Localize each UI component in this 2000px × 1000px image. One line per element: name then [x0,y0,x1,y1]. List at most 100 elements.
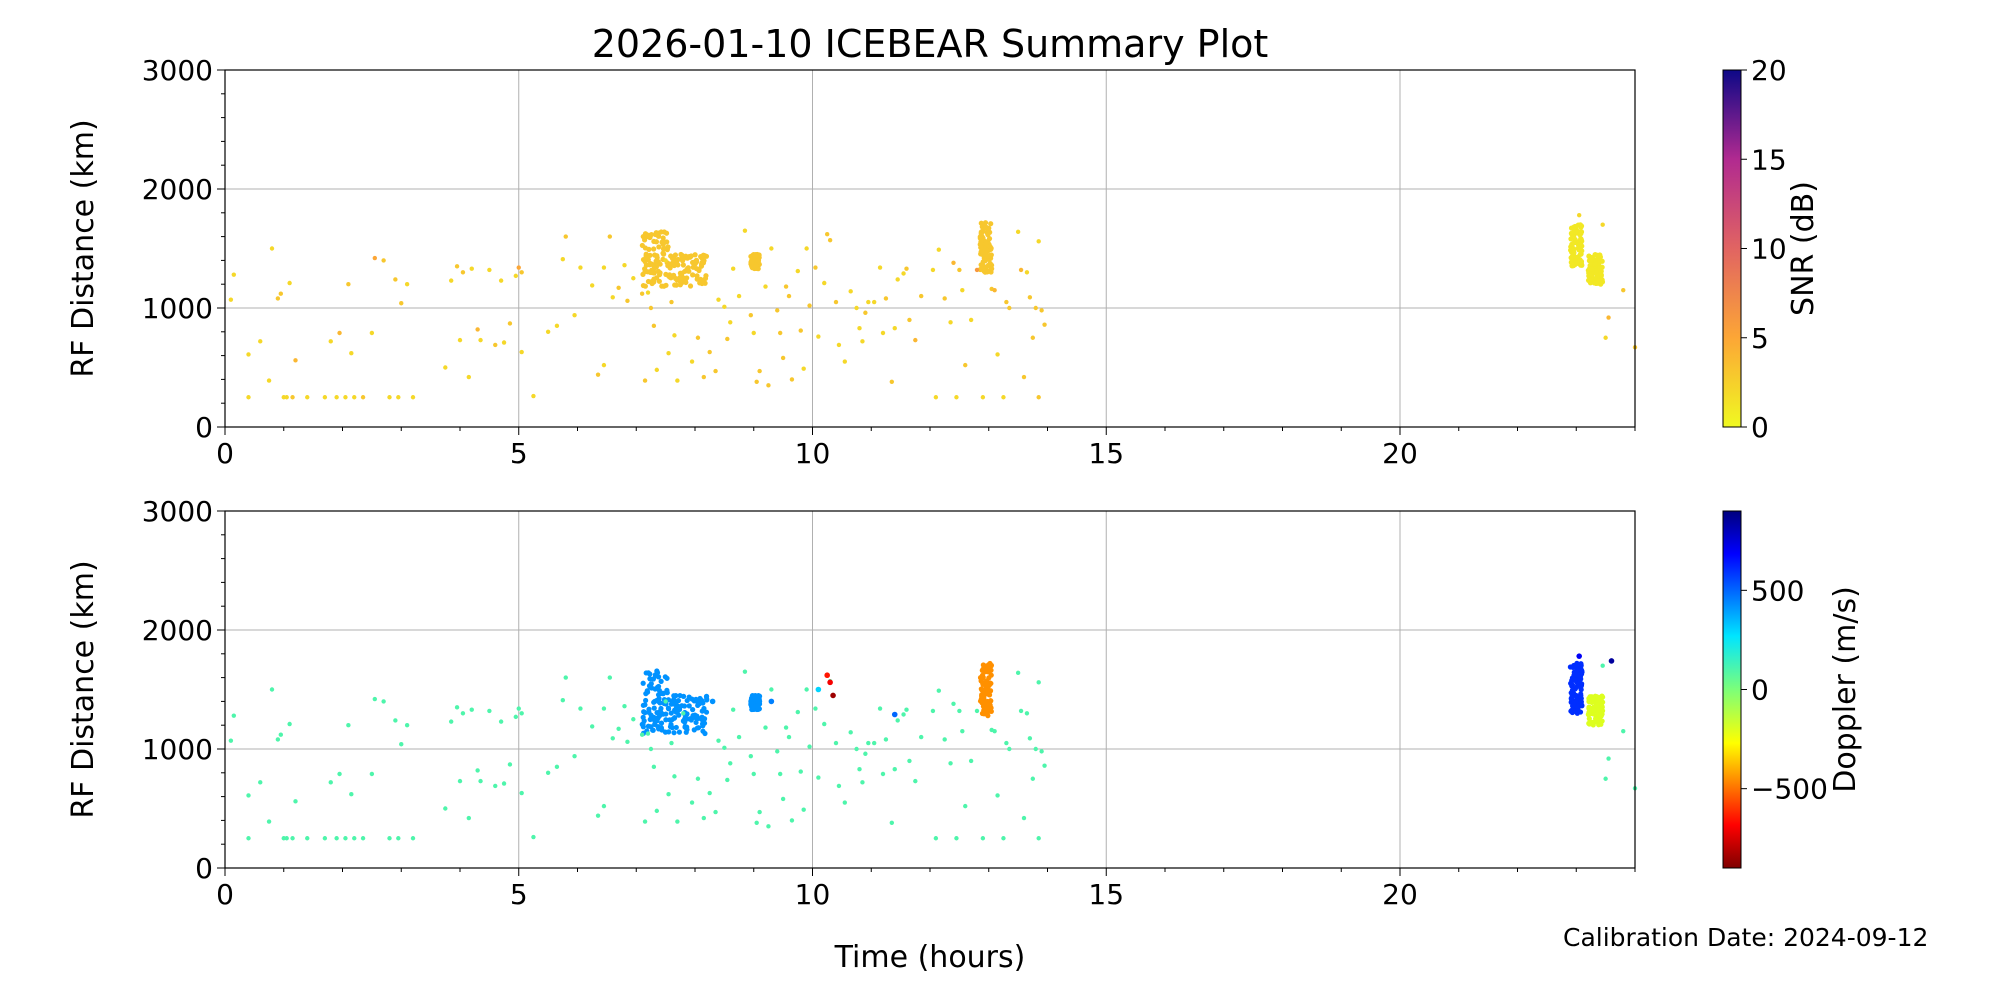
scatter-point [930,267,936,273]
scatter-point [848,289,853,294]
scatter-point [789,818,795,823]
cluster-point [979,249,985,255]
cluster-point [658,720,665,726]
scatter-point [816,775,821,780]
scatter-point [645,731,651,736]
scatter-point [725,336,730,342]
scatter-point [775,749,780,754]
scatter-point [554,764,560,770]
scatter-point [519,790,524,796]
scatter-point [337,330,342,336]
scatter-point [337,771,342,777]
scatter-point [813,265,818,270]
scatter-point [822,721,827,727]
scatter-point [769,687,774,692]
cluster-point [649,280,655,287]
scatter-point [783,725,789,730]
scatter-point [231,272,237,277]
cluster-point [1586,716,1592,722]
scatter-point [572,753,577,759]
scatter-point [672,333,677,338]
scatter-point [1036,395,1041,400]
scatter-point [578,265,583,270]
cluster-point [979,667,985,674]
scatter-point [290,836,295,841]
scatter-point [766,383,771,388]
cluster-point [642,709,648,716]
cluster-point [1575,707,1581,713]
scatter-point [836,783,842,789]
scatter-point [707,349,712,355]
cluster-point [647,260,653,267]
scatter-point [801,366,806,371]
cluster-point [1599,693,1605,699]
cluster-point [642,702,648,708]
scatter-point [954,395,959,400]
scatter-point [399,742,404,747]
scatter-point [246,793,251,798]
scatter-point [780,355,786,361]
snr-panel: 0 5 10 15 20 0 1000 2000 3000 RF Distance (km) 0 5 1… [66,54,1821,470]
scatter-point [863,310,868,315]
scatter-point [815,686,822,693]
scatter-point [328,339,333,344]
scatter-point [907,758,912,764]
cluster-point [678,277,684,283]
cluster-point [1577,259,1584,265]
scatter-point [1027,295,1033,300]
scatter-point [290,395,295,400]
scatter-point [560,698,566,703]
scatter-point [901,712,906,717]
cluster-point [750,264,756,270]
scatter-point [1033,746,1038,752]
cluster-point [1579,702,1585,708]
scatter-point [951,260,956,265]
scatter-point [639,291,645,296]
scatter-point [824,672,830,679]
cluster-point [690,707,696,713]
cluster-point [657,261,663,267]
cluster-point [1578,661,1584,667]
cluster-point [658,678,664,684]
scatter-point [795,709,801,715]
scatter-point [322,836,328,841]
cluster-point [1577,222,1583,228]
colorbar-tick-label: −500 [1751,773,1828,806]
cluster-point [647,234,653,240]
doppler-panel: 0 5 10 15 20 0 1000 2000 3000 RF Distance (km) −50… [66,495,1863,911]
cluster-point [682,716,688,722]
scatter-point [918,734,924,740]
scatter-point [992,287,997,293]
cluster-point [676,729,683,735]
scatter-point [443,365,448,370]
scatter-point [498,719,504,724]
scatter-point [625,739,630,745]
cluster-point [1594,702,1600,708]
x-axis-label: Time (hours) [834,940,1026,975]
cluster-point [645,723,651,729]
scatter-point [913,778,918,784]
cluster-point [661,283,667,289]
scatter-point [842,800,848,805]
scatter-point [695,335,701,340]
cluster-point [1593,280,1599,286]
scatter-point [880,330,886,336]
x-tick-label: 10 [795,437,831,470]
scatter-point [275,296,281,301]
cluster-point [748,700,754,707]
scatter-point [275,737,281,742]
scatter-point [824,232,830,237]
cluster-point [1599,703,1605,709]
scatter-point [545,329,551,334]
scatter-point [942,296,947,301]
x-tick-label: 20 [1382,437,1418,470]
cluster-point [988,221,994,227]
x-tick-label: 5 [510,878,528,911]
x-tick-label: 15 [1088,437,1124,470]
cluster-point [668,701,675,707]
scatter-point [1030,335,1036,340]
scatter-point [848,730,853,735]
scatter-point [572,312,577,318]
scatter-point [404,723,410,728]
cluster-point [1570,245,1577,252]
